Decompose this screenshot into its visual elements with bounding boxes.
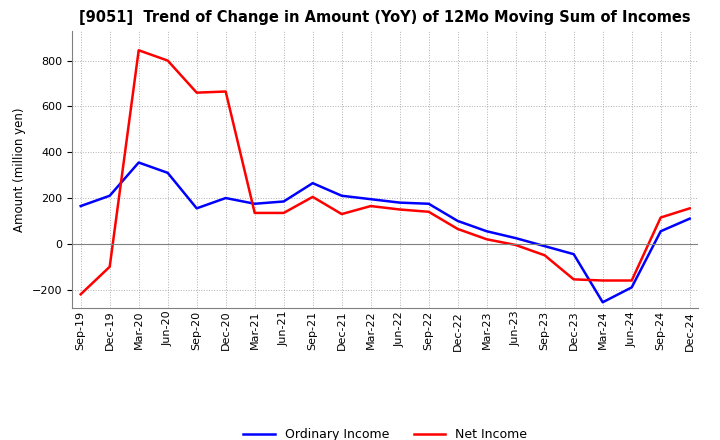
- Ordinary Income: [192, 206, 201, 211]
- Net Income: [308, 194, 317, 199]
- Net Income: [105, 264, 114, 269]
- Line: Net Income: Net Income: [81, 50, 690, 294]
- Ordinary Income: [570, 252, 578, 257]
- Net Income: [511, 242, 520, 248]
- Ordinary Income: [221, 195, 230, 201]
- Net Income: [135, 48, 143, 53]
- Ordinary Income: [541, 243, 549, 249]
- Net Income: [657, 215, 665, 220]
- Ordinary Income: [308, 180, 317, 186]
- Ordinary Income: [598, 300, 607, 305]
- Ordinary Income: [279, 199, 288, 204]
- Ordinary Income: [395, 200, 404, 205]
- Ordinary Income: [424, 201, 433, 206]
- Net Income: [685, 206, 694, 211]
- Ordinary Income: [76, 203, 85, 209]
- Ordinary Income: [135, 160, 143, 165]
- Ordinary Income: [338, 193, 346, 198]
- Ordinary Income: [482, 229, 491, 234]
- Net Income: [482, 237, 491, 242]
- Net Income: [627, 278, 636, 283]
- Ordinary Income: [105, 193, 114, 198]
- Net Income: [395, 207, 404, 212]
- Net Income: [279, 210, 288, 216]
- Net Income: [570, 277, 578, 282]
- Ordinary Income: [163, 170, 172, 176]
- Ordinary Income: [366, 197, 375, 202]
- Legend: Ordinary Income, Net Income: Ordinary Income, Net Income: [238, 423, 532, 440]
- Ordinary Income: [627, 285, 636, 290]
- Ordinary Income: [685, 216, 694, 221]
- Ordinary Income: [511, 235, 520, 241]
- Net Income: [251, 210, 259, 216]
- Net Income: [424, 209, 433, 214]
- Net Income: [221, 89, 230, 94]
- Line: Ordinary Income: Ordinary Income: [81, 162, 690, 302]
- Net Income: [598, 278, 607, 283]
- Y-axis label: Amount (million yen): Amount (million yen): [13, 107, 26, 231]
- Net Income: [338, 212, 346, 217]
- Title: [9051]  Trend of Change in Amount (YoY) of 12Mo Moving Sum of Incomes: [9051] Trend of Change in Amount (YoY) o…: [79, 11, 691, 26]
- Net Income: [76, 292, 85, 297]
- Net Income: [192, 90, 201, 95]
- Net Income: [454, 226, 462, 231]
- Ordinary Income: [657, 229, 665, 234]
- Net Income: [541, 253, 549, 258]
- Ordinary Income: [454, 218, 462, 224]
- Net Income: [366, 203, 375, 209]
- Ordinary Income: [251, 201, 259, 206]
- Net Income: [163, 58, 172, 63]
